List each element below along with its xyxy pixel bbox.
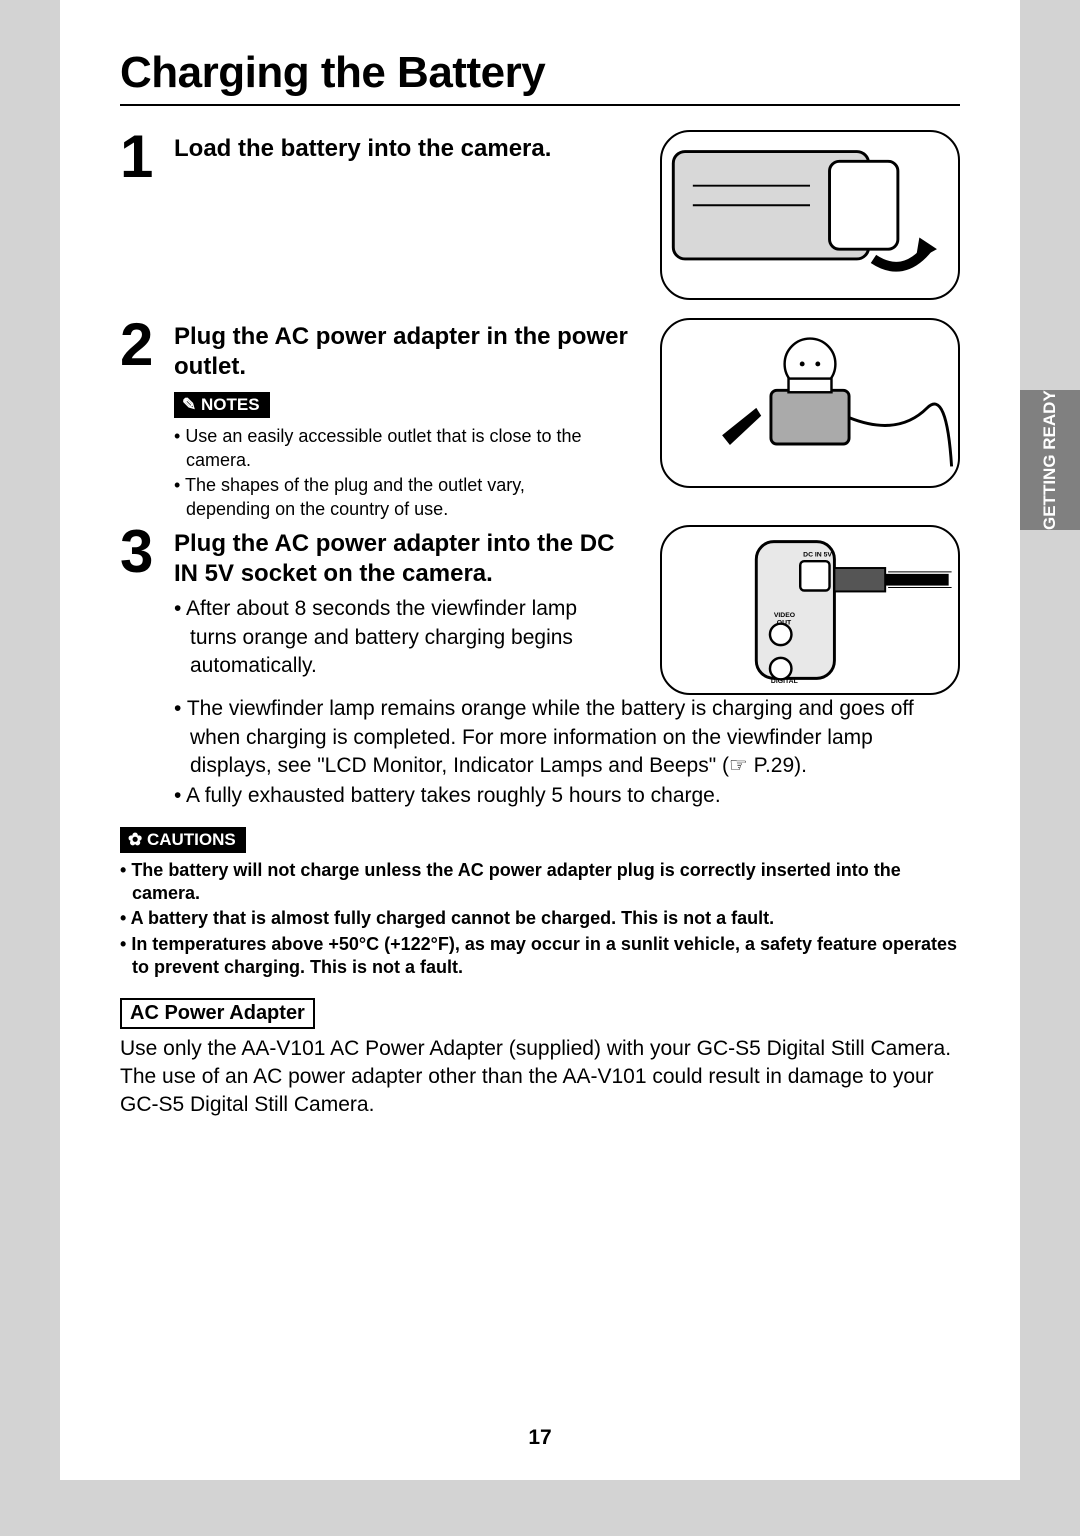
illustration-dc-in-socket: VIDEO OUT DIGITAL DC IN 5V [660, 525, 960, 695]
step-2-text: Plug the AC power adapter in the power o… [174, 318, 644, 382]
step-2-illustration-wrap [660, 318, 960, 488]
step-3-number: 3 [120, 525, 160, 579]
step-1-illustration-wrap [660, 130, 960, 300]
step-3-left: 3 Plug the AC power adapter into the DC … [120, 525, 660, 682]
step-3-bullets-wide: The viewfinder lamp remains orange while… [174, 695, 960, 810]
note-item: The shapes of the plug and the outlet va… [174, 473, 604, 522]
cautions-list: The battery will not charge unless the A… [120, 859, 960, 980]
page-title: Charging the Battery [120, 48, 960, 98]
step-2: 2 Plug the AC power adapter in the power… [120, 318, 960, 521]
illustration-wall-outlet [660, 318, 960, 488]
caution-item: The battery will not charge unless the A… [120, 859, 960, 906]
step-1-left: 1 Load the battery into the camera. [120, 130, 660, 184]
bullet-item: A fully exhausted battery takes roughly … [174, 782, 960, 810]
step-1-number: 1 [120, 130, 160, 184]
svg-text:OUT: OUT [777, 620, 792, 627]
ac-adapter-p1: Use only the AA-V101 AC Power Adapter (s… [120, 1035, 960, 1063]
notes-badge: ✎ NOTES [174, 392, 270, 418]
bullet-item: The viewfinder lamp remains orange while… [174, 695, 960, 780]
step-1: 1 Load the battery into the camera. [120, 130, 960, 300]
note-item: Use an easily accessible outlet that is … [174, 424, 604, 473]
title-rule [120, 104, 960, 106]
step-3-illustration-wrap: VIDEO OUT DIGITAL DC IN 5V [660, 525, 960, 695]
ac-adapter-p2: The use of an AC power adapter other tha… [120, 1063, 960, 1120]
svg-text:DC IN 5V: DC IN 5V [803, 551, 832, 558]
bullet-item: After about 8 seconds the viewfinder lam… [174, 595, 604, 680]
illustration-battery-load [660, 130, 960, 300]
step-2-number: 2 [120, 318, 160, 372]
ac-adapter-box: AC Power Adapter [120, 998, 315, 1029]
page-number: 17 [60, 1426, 1020, 1450]
svg-text:VIDEO: VIDEO [774, 612, 796, 619]
manual-page: Charging the Battery 1 Load the battery … [60, 0, 1020, 1480]
step-3-text: Plug the AC power adapter into the DC IN… [174, 525, 644, 589]
step-2-notes: Use an easily accessible outlet that is … [174, 424, 604, 521]
step-1-text: Load the battery into the camera. [174, 130, 551, 164]
step-2-left: 2 Plug the AC power adapter in the power… [120, 318, 660, 521]
cautions-badge: ✿ CAUTIONS [120, 827, 246, 853]
svg-text:DIGITAL: DIGITAL [771, 678, 798, 685]
step-3: 3 Plug the AC power adapter into the DC … [120, 525, 960, 695]
step-3-bullets-narrow: After about 8 seconds the viewfinder lam… [174, 595, 604, 682]
caution-item: A battery that is almost fully charged c… [120, 907, 960, 930]
section-tab-getting-ready: GETTING READY [1020, 390, 1080, 530]
caution-item: In temperatures above +50°C (+122°F), as… [120, 933, 960, 980]
